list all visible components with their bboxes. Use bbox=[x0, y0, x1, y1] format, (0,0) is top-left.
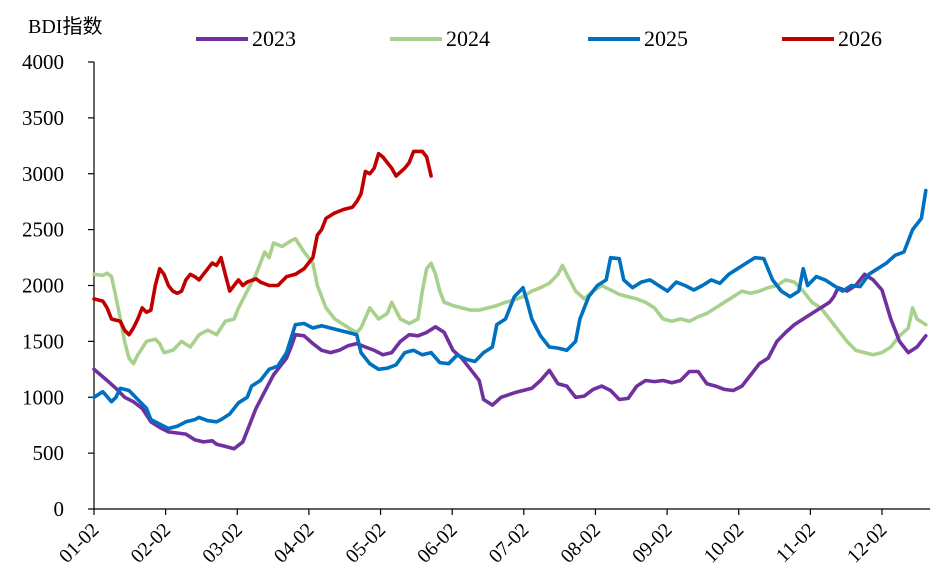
y-tick-label: 2500 bbox=[22, 218, 64, 242]
legend-swatch-2023 bbox=[196, 37, 248, 41]
legend-item-2026: 2026 bbox=[782, 26, 882, 52]
series-line-2024 bbox=[92, 236, 928, 366]
legend-label-2023: 2023 bbox=[252, 26, 296, 51]
x-tick-label: 07-02 bbox=[485, 519, 534, 568]
legend-swatch-2024 bbox=[390, 37, 442, 41]
y-axis: 0 500 1000 1500 2000 2500 3000 3500 4000 bbox=[22, 50, 95, 521]
x-tick-label: 04-02 bbox=[270, 519, 319, 568]
x-tick-label: 09-02 bbox=[628, 519, 677, 568]
y-tick-label: 500 bbox=[33, 441, 65, 465]
y-tick-label: 1500 bbox=[22, 329, 64, 353]
legend-label-2025: 2025 bbox=[644, 26, 688, 51]
y-tick-label: 4000 bbox=[22, 50, 64, 74]
legend: 2023 2024 2025 2026 bbox=[0, 26, 930, 56]
y-tick-label: 1000 bbox=[22, 385, 64, 409]
legend-label-2026: 2026 bbox=[838, 26, 882, 51]
y-tick-label: 3500 bbox=[22, 106, 64, 130]
x-tick-label: 02-02 bbox=[127, 519, 176, 568]
x-tick-label: 12-02 bbox=[843, 519, 892, 568]
x-tick-label: 03-02 bbox=[198, 519, 247, 568]
x-axis: 01-02 02-02 03-02 04-02 05-02 06-02 07-02 08-02… bbox=[55, 508, 930, 568]
x-tick-label: 05-02 bbox=[342, 519, 391, 568]
y-tick-label: 2000 bbox=[22, 274, 64, 298]
legend-item-2024: 2024 bbox=[390, 26, 490, 52]
legend-swatch-2025 bbox=[588, 37, 640, 41]
y-tick-label: 3000 bbox=[22, 162, 64, 186]
x-tick-label: 01-02 bbox=[55, 519, 104, 568]
legend-item-2025: 2025 bbox=[588, 26, 688, 52]
y-axis-label: BDI指数 bbox=[28, 16, 103, 38]
series-line-2026 bbox=[92, 149, 433, 337]
x-tick-label: 11-02 bbox=[772, 519, 820, 567]
series-line-2023 bbox=[92, 272, 928, 451]
y-tick-label: 0 bbox=[54, 497, 65, 521]
legend-item-2023: 2023 bbox=[196, 26, 296, 52]
legend-label-2024: 2024 bbox=[446, 26, 490, 51]
x-tick-label: 06-02 bbox=[413, 519, 462, 568]
series-line-2025 bbox=[92, 188, 928, 431]
series-layer bbox=[92, 149, 928, 451]
legend-swatch-2026 bbox=[782, 37, 834, 41]
x-tick-label: 10-02 bbox=[700, 519, 749, 568]
x-tick-label: 08-02 bbox=[556, 519, 605, 568]
